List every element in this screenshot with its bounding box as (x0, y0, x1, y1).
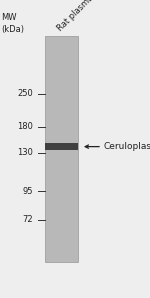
Bar (45, 143, 78, 150)
Text: 250: 250 (17, 89, 33, 98)
Bar (45, 36, 78, 262)
Text: 95: 95 (22, 187, 33, 196)
Text: Ceruloplasmin: Ceruloplasmin (103, 142, 150, 151)
Text: MW
(kDa): MW (kDa) (2, 13, 24, 33)
Text: 130: 130 (17, 148, 33, 157)
Text: Rat plasma: Rat plasma (55, 0, 95, 33)
Text: 180: 180 (17, 122, 33, 131)
Text: 72: 72 (22, 215, 33, 224)
